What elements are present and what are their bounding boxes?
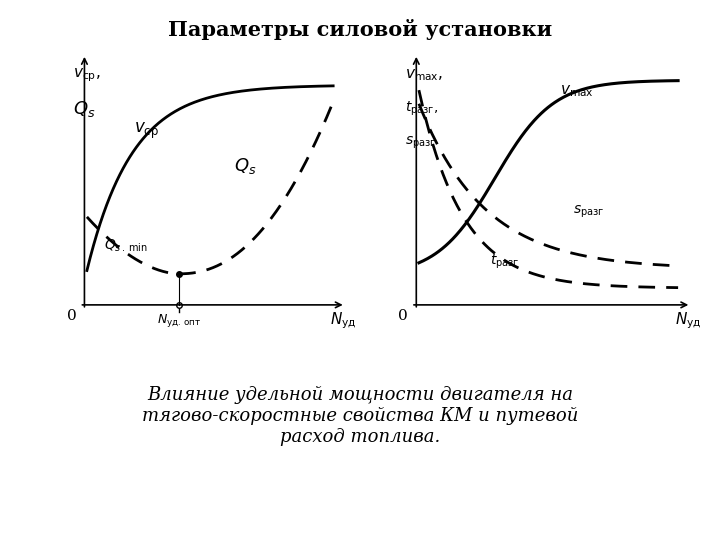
Text: $t_\mathrm{разг},$: $t_\mathrm{разг},$ [405,100,438,118]
Text: Параметры силовой установки: Параметры силовой установки [168,19,552,40]
Text: $s_\mathrm{разг}$: $s_\mathrm{разг}$ [405,134,436,151]
Text: 0: 0 [67,309,77,323]
Text: $v_\mathrm{max},$: $v_\mathrm{max},$ [405,68,443,83]
Text: $v_\mathrm{max}$: $v_\mathrm{max}$ [560,84,594,99]
Text: $s_\mathrm{разг}$: $s_\mathrm{разг}$ [573,204,605,220]
Text: $N_\mathrm{уд.\,опт}$: $N_\mathrm{уд.\,опт}$ [157,312,201,329]
Text: $v_\mathrm{ср}$: $v_\mathrm{ср}$ [134,120,159,141]
Text: Влияние удельной мощности двигателя на
тягово-скоростные свойства КМ и путевой
р: Влияние удельной мощности двигателя на т… [142,386,578,445]
Text: $Q_s$: $Q_s$ [234,156,256,176]
Text: $Q_s$: $Q_s$ [73,99,96,119]
Text: $N_\mathrm{уд}$: $N_\mathrm{уд}$ [330,310,356,330]
Text: $t_\mathrm{разг}$: $t_\mathrm{разг}$ [490,252,519,271]
Text: $N_\mathrm{уд}$: $N_\mathrm{уд}$ [675,310,702,330]
Text: $v_\mathrm{ср},$: $v_\mathrm{ср},$ [73,67,101,84]
Text: 0: 0 [398,309,408,323]
Text: $Q_{s\,.\,\mathrm{min}}$: $Q_{s\,.\,\mathrm{min}}$ [104,238,148,254]
